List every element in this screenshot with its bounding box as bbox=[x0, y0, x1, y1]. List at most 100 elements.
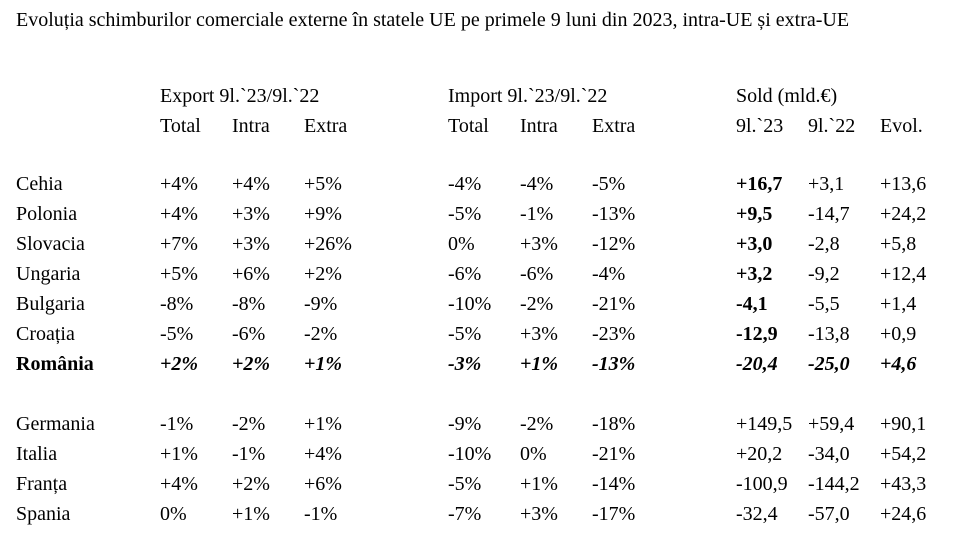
sold-evolution-cell: +24,6 bbox=[880, 503, 927, 525]
sold-evolution-cell: +0,9 bbox=[880, 323, 917, 345]
export-intra-cell: -6% bbox=[232, 323, 266, 345]
export-intra-cell: +6% bbox=[232, 263, 270, 285]
sold-2023-cell: +3,2 bbox=[736, 263, 773, 285]
export-total-cell: -8% bbox=[160, 293, 194, 315]
export-extra-cell: +6% bbox=[304, 473, 342, 495]
sold-evolution-cell: +90,1 bbox=[880, 413, 927, 435]
import-total-cell: -4% bbox=[448, 173, 482, 195]
export-extra-cell: +9% bbox=[304, 203, 342, 225]
import-intra-cell: +3% bbox=[520, 233, 558, 255]
export-intra-cell: -2% bbox=[232, 413, 266, 435]
import-extra-cell: -18% bbox=[592, 413, 636, 435]
row-country-name: Franța bbox=[16, 473, 68, 495]
export-intra-cell: +4% bbox=[232, 173, 270, 195]
sold-2023-cell: +20,2 bbox=[736, 443, 783, 465]
row-country-name: Croația bbox=[16, 323, 75, 345]
export-intra-header: Intra bbox=[232, 115, 270, 137]
export-extra-cell: -1% bbox=[304, 503, 338, 525]
export-total-cell: +1% bbox=[160, 443, 198, 465]
export-extra-cell: +2% bbox=[304, 263, 342, 285]
export-extra-header: Extra bbox=[304, 115, 348, 137]
sold-evolution-cell: +12,4 bbox=[880, 263, 927, 285]
sold-2023-cell: +149,5 bbox=[736, 413, 793, 435]
sold-2023-cell: -100,9 bbox=[736, 473, 788, 495]
row-country-name: Bulgaria bbox=[16, 293, 85, 315]
export-intra-cell: +2% bbox=[232, 353, 271, 375]
sold-evolution-cell: +4,6 bbox=[880, 353, 917, 375]
import-intra-cell: -6% bbox=[520, 263, 554, 285]
export-extra-cell: +4% bbox=[304, 443, 342, 465]
sold-evolution-cell: +13,6 bbox=[880, 173, 927, 195]
import-extra-cell: -14% bbox=[592, 473, 636, 495]
export-extra-cell: +5% bbox=[304, 173, 342, 195]
export-extra-cell: -9% bbox=[304, 293, 338, 315]
export-group-header: Export 9l.`23/9l.`22 bbox=[160, 85, 320, 107]
export-intra-cell: +3% bbox=[232, 233, 270, 255]
import-intra-cell: +3% bbox=[520, 503, 558, 525]
import-intra-cell: +3% bbox=[520, 323, 558, 345]
export-extra-cell: +1% bbox=[304, 413, 342, 435]
sold-2023-cell: -4,1 bbox=[736, 293, 768, 315]
sold-2022-cell: -13,8 bbox=[808, 323, 850, 345]
export-total-cell: +4% bbox=[160, 473, 198, 495]
sold-2022-cell: +3,1 bbox=[808, 173, 845, 195]
import-intra-cell: -4% bbox=[520, 173, 554, 195]
import-extra-header: Extra bbox=[592, 115, 636, 137]
sold-2022-cell: -14,7 bbox=[808, 203, 850, 225]
import-extra-cell: -5% bbox=[592, 173, 626, 195]
import-total-cell: -9% bbox=[448, 413, 482, 435]
export-extra-cell: -2% bbox=[304, 323, 338, 345]
sold-2023-cell: +3,0 bbox=[736, 233, 773, 255]
import-extra-cell: -12% bbox=[592, 233, 636, 255]
import-extra-cell: -13% bbox=[592, 203, 636, 225]
import-total-cell: -7% bbox=[448, 503, 482, 525]
import-extra-cell: -21% bbox=[592, 293, 636, 315]
export-total-cell: +4% bbox=[160, 173, 198, 195]
sold-2023-cell: -32,4 bbox=[736, 503, 778, 525]
import-total-cell: -5% bbox=[448, 473, 482, 495]
import-intra-cell: 0% bbox=[520, 443, 547, 465]
sold-group-header: Sold (mld.€) bbox=[736, 85, 838, 107]
sold-evolution-cell: +5,8 bbox=[880, 233, 917, 255]
sold-2022-cell: -25,0 bbox=[808, 353, 850, 375]
import-total-cell: -10% bbox=[448, 293, 492, 315]
export-intra-cell: +1% bbox=[232, 503, 270, 525]
import-intra-cell: -2% bbox=[520, 293, 554, 315]
row-country-name: Spania bbox=[16, 503, 71, 525]
export-extra-cell: +26% bbox=[304, 233, 352, 255]
sold-2023-cell: -12,9 bbox=[736, 323, 778, 345]
sold-2023-header: 9l.`23 bbox=[736, 115, 784, 137]
row-country-name: România bbox=[16, 353, 94, 375]
import-intra-cell: +1% bbox=[520, 353, 559, 375]
sold-evolution-cell: +43,3 bbox=[880, 473, 927, 495]
export-total-cell: +5% bbox=[160, 263, 198, 285]
import-total-cell: -3% bbox=[448, 353, 482, 375]
import-total-cell: -5% bbox=[448, 323, 482, 345]
export-total-header: Total bbox=[160, 115, 201, 137]
export-total-cell: -1% bbox=[160, 413, 194, 435]
export-intra-cell: +3% bbox=[232, 203, 270, 225]
import-intra-cell: -2% bbox=[520, 413, 554, 435]
import-intra-header: Intra bbox=[520, 115, 558, 137]
import-group-header: Import 9l.`23/9l.`22 bbox=[448, 85, 608, 107]
import-total-cell: -6% bbox=[448, 263, 482, 285]
sold-2022-cell: -34,0 bbox=[808, 443, 850, 465]
row-country-name: Slovacia bbox=[16, 233, 85, 255]
sold-2022-cell: -9,2 bbox=[808, 263, 840, 285]
export-total-cell: 0% bbox=[160, 503, 187, 525]
export-total-cell: +7% bbox=[160, 233, 198, 255]
page-title: Evoluția schimburilor comerciale externe… bbox=[16, 9, 850, 31]
sold-2023-cell: -20,4 bbox=[736, 353, 778, 375]
sold-2022-cell: -57,0 bbox=[808, 503, 850, 525]
export-total-cell: +4% bbox=[160, 203, 198, 225]
sold-evolution-header: Evol. bbox=[880, 115, 923, 137]
import-intra-cell: -1% bbox=[520, 203, 554, 225]
row-country-name: Italia bbox=[16, 443, 58, 465]
sold-2022-header: 9l.`22 bbox=[808, 115, 856, 137]
import-total-cell: -10% bbox=[448, 443, 492, 465]
import-extra-cell: -23% bbox=[592, 323, 636, 345]
row-country-name: Polonia bbox=[16, 203, 78, 225]
export-extra-cell: +1% bbox=[304, 353, 343, 375]
row-country-name: Ungaria bbox=[16, 263, 81, 285]
sold-2022-cell: -5,5 bbox=[808, 293, 840, 315]
